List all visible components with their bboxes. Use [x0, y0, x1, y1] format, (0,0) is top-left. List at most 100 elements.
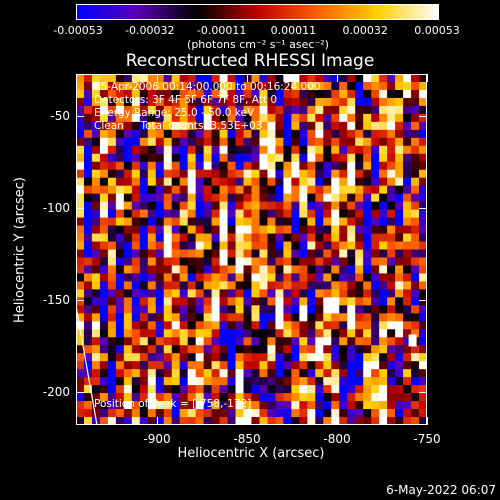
heatmap-cell — [411, 361, 420, 370]
heatmap-cell — [291, 361, 300, 370]
heatmap-cell — [83, 89, 93, 99]
heatmap-cell — [275, 281, 284, 290]
heatmap-cell — [83, 361, 93, 370]
heatmap-cell — [371, 249, 380, 258]
heatmap-cell — [411, 297, 420, 306]
heatmap-cell — [395, 225, 404, 235]
heatmap-cell — [131, 281, 141, 290]
heatmap-cell — [195, 201, 205, 211]
heatmap-cell — [331, 137, 340, 147]
heatmap-cell — [299, 193, 308, 203]
heatmap-cell — [219, 74, 229, 83]
heatmap-cell — [371, 97, 380, 107]
heatmap-cell — [76, 305, 85, 314]
heatmap-cell — [219, 249, 229, 258]
heatmap-cell — [203, 385, 213, 394]
heatmap-cell — [76, 97, 85, 107]
heatmap-cell — [363, 161, 372, 171]
heatmap-cell — [339, 81, 348, 91]
heatmap-cell — [347, 393, 356, 402]
heatmap-cell — [163, 161, 173, 171]
heatmap-cell — [299, 89, 308, 99]
heatmap-cell — [83, 393, 93, 402]
heatmap-cell — [403, 393, 412, 402]
heatmap-cell — [403, 145, 412, 155]
heatmap-cell — [227, 281, 237, 290]
heatmap-cell — [267, 329, 276, 338]
heatmap-cell — [187, 145, 197, 155]
heatmap-cell — [387, 289, 396, 298]
heatmap-cell — [291, 113, 300, 123]
heatmap-cell — [211, 74, 221, 83]
heatmap-cell — [91, 297, 101, 306]
heatmap-cell — [379, 177, 388, 187]
heatmap-cell — [331, 313, 340, 322]
heatmap-cell — [83, 201, 93, 211]
heatmap-cell — [419, 209, 427, 219]
heatmap-cell — [76, 401, 85, 410]
heatmap-cell — [323, 289, 332, 298]
heatmap-cell — [227, 257, 237, 266]
heatmap-cell — [91, 113, 101, 123]
heatmap-cell — [251, 121, 260, 131]
heatmap-cell — [203, 169, 213, 179]
heatmap-cell — [83, 209, 93, 219]
heatmap-cell — [275, 409, 284, 418]
heatmap-cell — [131, 337, 141, 346]
heatmap-cell — [403, 74, 412, 83]
x-tick-mark — [427, 417, 428, 425]
heatmap-cell — [219, 121, 229, 131]
heatmap-cell — [363, 241, 372, 250]
plot-title: Reconstructed RHESSI Image — [125, 51, 375, 71]
heatmap-cell — [339, 353, 348, 362]
heatmap-cell — [76, 409, 85, 418]
heatmap-cell — [99, 201, 109, 211]
heatmap-cell — [395, 377, 404, 386]
heatmap-cell — [203, 241, 213, 250]
heatmap-cell — [371, 121, 380, 131]
heatmap-cell — [203, 289, 213, 298]
heatmap-cell — [155, 337, 165, 346]
heatmap-cell — [411, 113, 420, 123]
heatmap-cell — [243, 369, 252, 378]
heatmap-cell — [235, 153, 245, 163]
heatmap-cell — [163, 145, 173, 155]
heatmap-cell — [379, 201, 388, 211]
solar-limb-line — [76, 305, 98, 425]
heatmap-cell — [299, 105, 308, 115]
heatmap-cell — [107, 137, 117, 147]
heatmap-cell — [291, 313, 300, 322]
heatmap-cell — [331, 265, 340, 274]
heatmap-cell — [171, 153, 181, 163]
heatmap-cell — [211, 137, 221, 147]
heatmap-cell — [147, 329, 157, 338]
heatmap-cell — [315, 97, 324, 107]
heatmap-cell — [115, 265, 125, 274]
heatmap-cell — [179, 345, 189, 354]
heatmap-cell — [115, 225, 125, 235]
heatmap-cell — [203, 113, 213, 123]
heatmap-cell — [355, 361, 364, 370]
heatmap-cell — [315, 161, 324, 171]
heatmap-cell — [339, 249, 348, 258]
heatmap-cell — [76, 193, 85, 203]
heatmap-cell — [115, 129, 125, 139]
heatmap-cell — [155, 361, 165, 370]
heatmap-cell — [387, 329, 396, 338]
heatmap-cell — [291, 345, 300, 354]
heatmap-cell — [155, 217, 165, 227]
heatmap-cell — [323, 241, 332, 250]
heatmap-cell — [291, 161, 300, 171]
heatmap-cell — [235, 369, 245, 378]
heatmap-cell — [99, 409, 109, 418]
heatmap-cell — [179, 209, 189, 219]
heatmap-cell — [76, 417, 85, 425]
heatmap-cell — [283, 241, 292, 250]
heatmap-cell — [379, 393, 388, 402]
heatmap-cell — [307, 241, 316, 250]
heatmap-cell — [123, 377, 133, 386]
heatmap-cell — [419, 169, 427, 179]
heatmap-cell — [275, 121, 284, 131]
heatmap-cell — [115, 209, 125, 219]
heatmap-cell — [123, 225, 133, 235]
